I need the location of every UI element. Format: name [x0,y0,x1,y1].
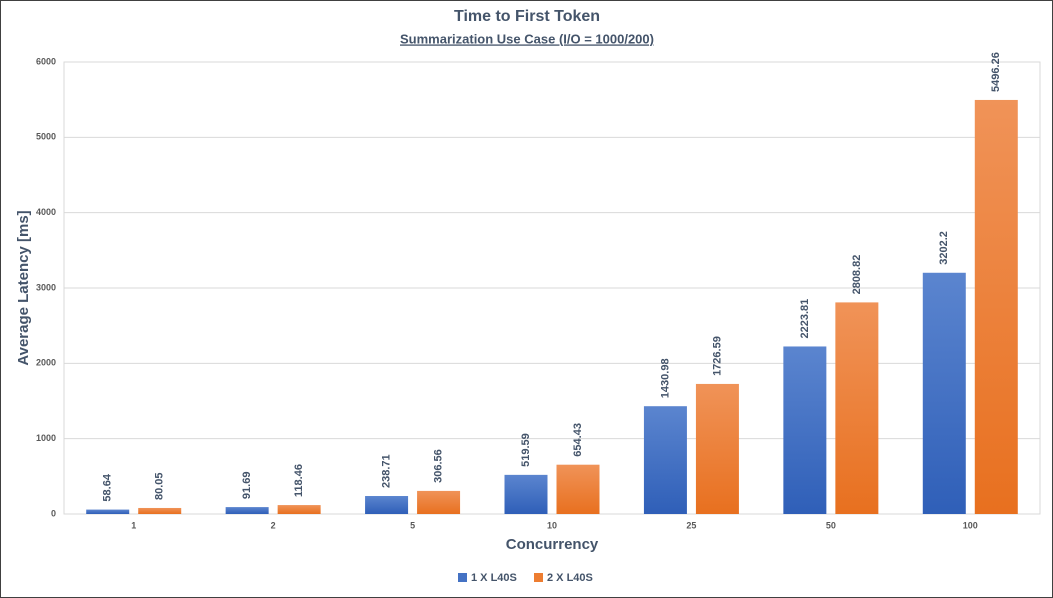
y-tick-label: 0 [51,508,56,518]
bar [504,474,548,514]
bar [695,383,739,514]
y-tick-label: 2000 [36,358,56,368]
bar [138,507,182,514]
bar [643,406,687,514]
x-tick-label: 5 [410,520,415,530]
value-label: 58.64 [102,473,114,501]
value-label: 118.46 [293,464,305,497]
y-tick-label: 5000 [36,132,56,142]
bar [835,302,879,514]
value-label: 519.59 [520,433,532,467]
value-label: 2808.82 [851,255,863,295]
x-tick-label: 10 [547,520,557,530]
x-tick-label: 100 [963,520,978,530]
value-label: 1726.59 [711,336,723,376]
legend-label: 1 X L40S [471,572,517,584]
bar [86,509,130,514]
bar [225,507,269,514]
value-label: 238.71 [380,454,392,488]
x-tick-label: 25 [686,520,696,530]
y-tick-label: 4000 [36,207,56,217]
value-label: 91.69 [241,472,253,500]
y-axis-label: Average Latency [ms] [15,210,32,365]
legend-swatch [534,573,543,582]
bar [556,464,600,514]
legend-swatch [458,573,467,582]
x-tick-label: 1 [131,520,136,530]
x-tick-label: 50 [826,520,836,530]
bar [922,272,966,514]
bar [365,496,409,514]
value-label: 3202.2 [938,231,950,265]
value-label: 654.43 [572,423,584,457]
value-label: 306.56 [432,449,444,483]
bar [783,346,827,514]
y-tick-label: 1000 [36,433,56,443]
value-label: 80.05 [154,472,166,500]
value-label: 5496.26 [990,52,1002,92]
y-tick-label: 6000 [36,56,56,66]
chart-title: Time to First Token [454,8,600,25]
chart-subtitle: Summarization Use Case (I/O = 1000/200) [400,31,654,46]
x-axis-label: Concurrency [506,536,599,553]
x-tick-label: 2 [271,520,276,530]
legend-label: 2 X L40S [547,572,593,584]
bar [974,99,1018,514]
bar [277,505,321,514]
value-label: 1430.98 [659,358,671,398]
value-label: 2223.81 [799,299,811,339]
bar [417,490,461,514]
y-tick-label: 3000 [36,282,56,292]
